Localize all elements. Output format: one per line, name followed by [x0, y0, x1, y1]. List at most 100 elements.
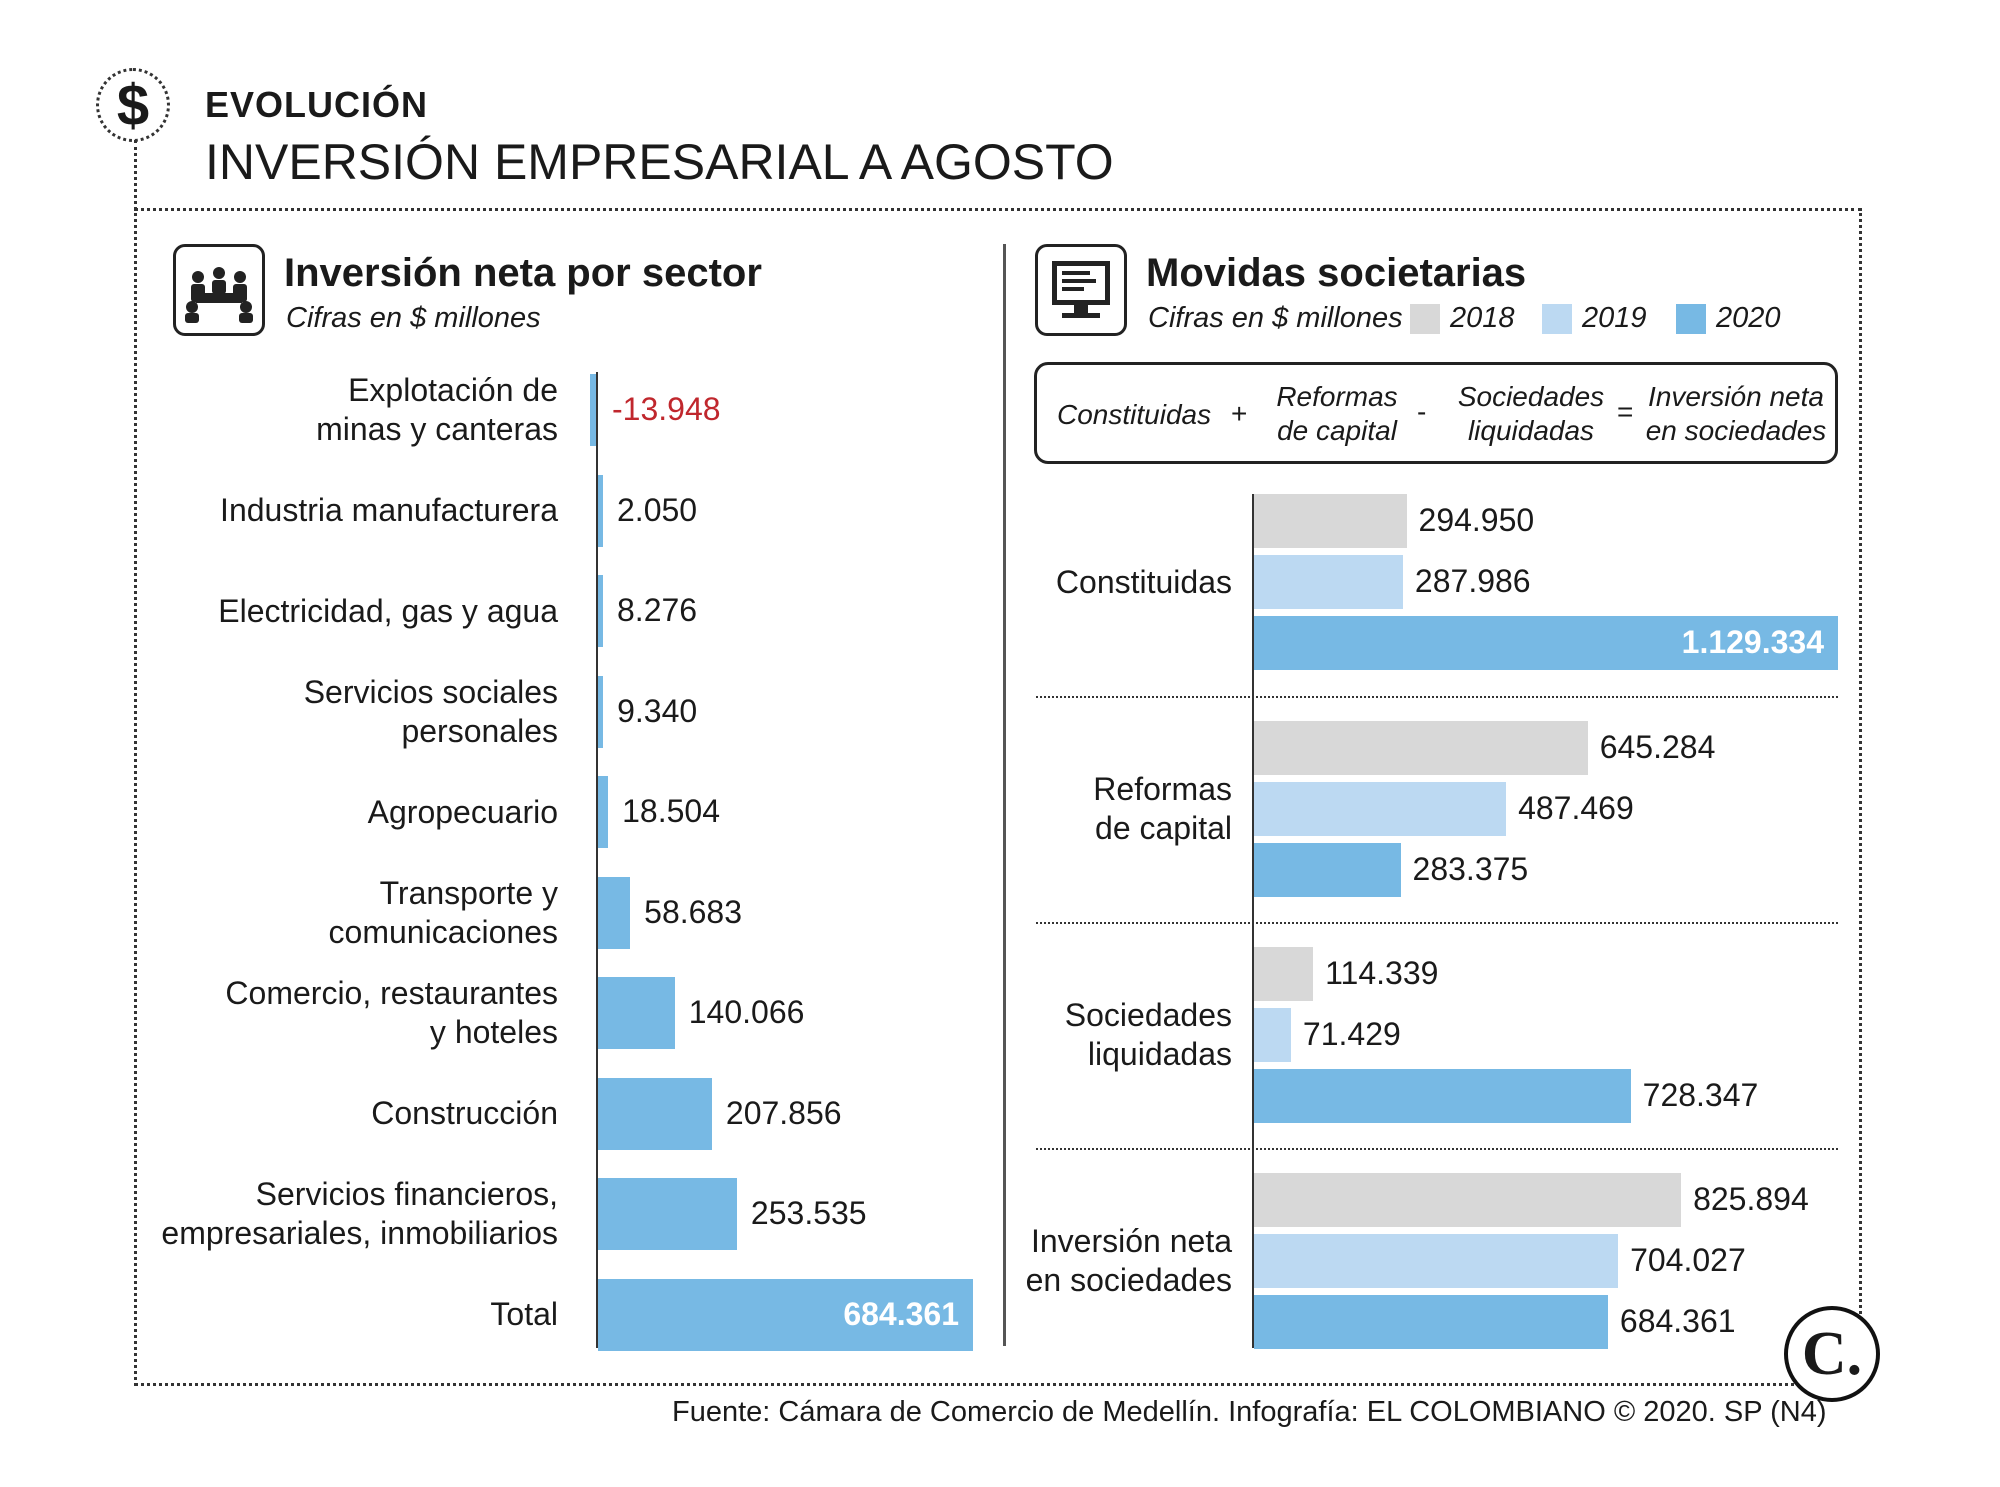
el-colombiano-logo: C.: [1784, 1306, 1880, 1402]
value-label-2-2019: 71.429: [1302, 1016, 1401, 1052]
value-label-sector-4: 18.504: [622, 793, 720, 829]
formula-term-inversion: Inversión neta en sociedades: [1641, 380, 1831, 448]
formula-term-sociedades-line2: liquidadas: [1467, 415, 1595, 446]
source-credit: Fuente: Cámara de Comercio de Medellín. …: [672, 1396, 1827, 1428]
bar-1-2018: [1254, 721, 1588, 775]
value-label-sector-6: 140.066: [688, 994, 805, 1030]
group-label-line: Reformas: [1093, 771, 1232, 807]
right-panel-subtitle: Cifras en $ millones: [1148, 302, 1403, 334]
bar-sector-9: [598, 1278, 973, 1351]
dollar-glyph: $: [116, 72, 150, 138]
category-label-sector-6: Comercio, restaurantes y hoteles: [225, 974, 558, 1052]
value-label-1-2020: 283.375: [1412, 851, 1529, 887]
category-label-line: Construcción: [371, 1095, 558, 1131]
value-label-0-2018: 294.950: [1418, 502, 1535, 538]
value-label-2-2020: 728.347: [1642, 1077, 1759, 1113]
legend-label-2020: 2020: [1716, 302, 1781, 334]
group-label-0: Constituidas: [1056, 563, 1232, 602]
category-label-sector-1: Industria manufacturera: [220, 491, 558, 530]
category-label-line: y hoteles: [429, 1014, 558, 1050]
category-label-sector-2: Electricidad, gas y agua: [218, 592, 558, 631]
category-label-line: personales: [401, 712, 558, 749]
bar-0-2018: [1254, 494, 1407, 548]
formula-term-reformas: Reformas de capital: [1267, 380, 1407, 448]
category-label-sector-9: Total: [490, 1295, 558, 1334]
formula-term-inversion-line2: en sociedades: [1645, 415, 1827, 446]
category-label-line: empresariales, inmobiliarios: [161, 1215, 558, 1251]
formula-term-constituidas: Constituidas: [1057, 399, 1212, 430]
group-label-1: Reformas de capital: [1093, 770, 1232, 848]
bar-sector-0: [590, 374, 596, 446]
value-label-0-2019: 287.986: [1414, 563, 1531, 599]
value-label-sector-1: 2.050: [617, 491, 698, 528]
category-label-line: Industria manufacturera: [220, 492, 558, 528]
bar-0-2020: [1254, 616, 1838, 670]
value-label-2-2018: 114.339: [1325, 955, 1439, 991]
formula-term-sociedades: Sociedades liquidadas: [1449, 380, 1613, 448]
category-label-line: Agropecuario: [367, 793, 558, 830]
value-label-sector-7: 207.856: [725, 1094, 842, 1131]
bar-2-2018: [1254, 947, 1314, 1001]
value-label-1-2018: 645.284: [1599, 729, 1716, 765]
formula-term-reformas-line1: Reformas: [1276, 381, 1398, 412]
panel-divider: [1003, 244, 1006, 1346]
page-title: INVERSIÓN EMPRESARIAL A AGOSTO: [205, 134, 1114, 190]
left-chart-axis: [596, 372, 598, 1348]
legend-swatch-2018: [1410, 304, 1440, 334]
dollar-icon: $: [96, 68, 170, 142]
formula-op-minus: -: [1417, 396, 1427, 427]
left-panel-subtitle: Cifras en $ millones: [286, 302, 541, 334]
legend-label-2019: 2019: [1582, 302, 1647, 334]
bar-3-2020: [1254, 1295, 1608, 1349]
category-label-sector-8: Servicios financieros, empresariales, inm…: [161, 1175, 558, 1253]
category-label-line: Total: [490, 1296, 558, 1332]
value-label-sector-5: 58.683: [644, 893, 743, 930]
category-label-line: Servicios sociales: [303, 673, 558, 710]
category-label-line: Transporte y: [379, 874, 558, 911]
value-label-sector-0: -13.948: [612, 391, 721, 427]
left-panel-title: Inversión neta por sector: [284, 251, 762, 295]
group-separator-0: [1036, 695, 1838, 698]
group-label-line: Inversión neta: [1030, 1223, 1232, 1259]
bar-sector-4: [598, 776, 609, 848]
value-label-3-2020: 684.361: [1619, 1303, 1736, 1339]
bar-sector-1: [598, 474, 603, 547]
legend-swatch-2020: [1676, 304, 1706, 334]
formula-term-reformas-line2: de capital: [1277, 415, 1397, 446]
bar-0-2019: [1254, 555, 1403, 609]
value-label-1-2019: 487.469: [1518, 790, 1634, 826]
bar-1-2019: [1254, 782, 1507, 836]
value-label-sector-2: 8.276: [617, 592, 698, 628]
value-label-3-2019: 704.027: [1630, 1242, 1746, 1278]
category-label-line: comunicaciones: [328, 913, 558, 950]
formula-op-equals: =: [1617, 396, 1634, 427]
computer-monitor-icon: [1035, 244, 1127, 336]
bar-1-2020: [1254, 843, 1401, 897]
value-label-3-2018: 825.894: [1693, 1181, 1809, 1217]
bar-sector-6: [598, 977, 675, 1049]
category-label-sector-5: Transporte y comunicaciones: [329, 874, 558, 952]
category-label-line: minas y canteras: [316, 411, 558, 447]
category-label-sector-0: Explotación de minas y canteras: [316, 371, 558, 449]
category-label-sector-4: Agropecuario: [368, 793, 558, 832]
right-panel-title: Movidas societarias: [1146, 251, 1527, 295]
group-label-line: Sociedades: [1064, 997, 1232, 1033]
value-label-sector-9: 684.361: [843, 1295, 959, 1332]
group-separator-2: [1036, 1148, 1838, 1150]
content-frame: [134, 208, 1862, 1386]
category-label-sector-7: Construcción: [371, 1094, 558, 1133]
kicker: EVOLUCIÓN: [205, 84, 429, 125]
category-label-line: Servicios financieros,: [255, 1176, 558, 1212]
bar-sector-8: [598, 1178, 737, 1250]
group-label-2: Sociedades liquidadas: [1065, 996, 1232, 1074]
right-chart-axis: [1252, 494, 1254, 1348]
meeting-people-icon: [173, 244, 265, 336]
bar-2-2019: [1254, 1008, 1291, 1062]
group-label-line: liquidadas: [1087, 1036, 1232, 1072]
category-label-line: Electricidad, gas y agua: [218, 592, 558, 629]
formula-term-sociedades-line1: Sociedades: [1457, 381, 1605, 412]
frame-connector: [134, 140, 137, 210]
group-label-line: Constituidas: [1055, 563, 1232, 600]
bar-sector-7: [598, 1077, 712, 1150]
bar-3-2019: [1254, 1234, 1619, 1288]
